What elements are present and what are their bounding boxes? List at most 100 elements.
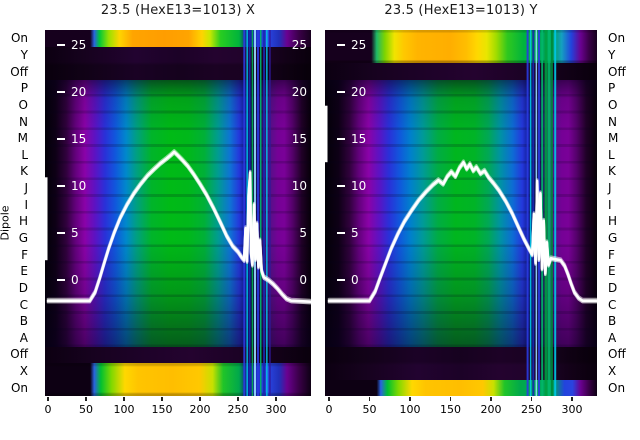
plot-title-y: 23.5 (HexE13=1013) Y <box>384 3 538 18</box>
x-tick-label: 250 <box>227 403 249 416</box>
inner-scale-tick: 20 <box>337 84 366 100</box>
row-label-left: H <box>18 214 28 229</box>
row-label-right: O <box>608 97 618 112</box>
curve-edge-mark <box>325 105 328 163</box>
row-label-left: F <box>21 247 28 262</box>
x-tick-label: 100 <box>113 403 135 416</box>
inner-tick-value: 5 <box>351 225 359 240</box>
artifact-stripe <box>243 30 246 396</box>
artifact-stripe <box>544 30 548 396</box>
row-label-left: M <box>17 131 28 146</box>
inner-scale-tick: 15 <box>337 131 366 147</box>
x-tick-label: 0 <box>325 403 333 416</box>
x-tick-mark <box>530 397 533 401</box>
row-label-left: I <box>24 197 28 212</box>
heatmap-overlay <box>325 30 597 396</box>
inner-tick-mark <box>57 279 65 281</box>
row-label-left: K <box>20 164 28 179</box>
inner-scale-tick: 25 <box>57 37 86 53</box>
inner-scale-tick: 20 <box>57 84 86 100</box>
row-label-right: A <box>608 330 617 345</box>
inner-scale-tick: 25 <box>337 37 366 53</box>
row-label-right: B <box>608 314 617 329</box>
x-tick-label: 50 <box>362 403 377 416</box>
row-label-left: Off <box>10 64 28 79</box>
inner-scale-tick: 15 <box>57 131 86 147</box>
artifact-stripe <box>554 30 557 396</box>
artifact-stripe <box>269 30 271 396</box>
x-tick-mark <box>85 397 87 401</box>
row-label-right: L <box>608 147 615 162</box>
inner-scale-tick-right: 0 <box>299 273 307 287</box>
x-tick-label: 150 <box>440 403 461 416</box>
artifact-stripe <box>541 30 544 396</box>
row-label-right: F <box>608 247 615 262</box>
artifact-stripe <box>547 30 551 396</box>
row-label-left: G <box>18 231 28 245</box>
x-tick-label: 300 <box>265 403 287 416</box>
x-tick-mark <box>123 397 125 401</box>
profile-curve <box>327 159 597 301</box>
row-label-right: Y <box>608 47 616 62</box>
x-tick-mark <box>409 397 411 401</box>
inner-tick-mark <box>337 137 345 140</box>
row-label-left: On <box>10 31 28 46</box>
inner-scale-tick: 0 <box>337 272 359 288</box>
row-label-right: P <box>608 81 616 96</box>
row-label-right: G <box>608 231 618 245</box>
row-label-left: J <box>24 181 28 196</box>
row-label-left: L <box>21 147 28 162</box>
row-label-right: Off <box>608 347 626 362</box>
profile-curve <box>46 149 311 302</box>
row-label-left: X <box>19 364 28 379</box>
artifact-stripe <box>260 30 262 396</box>
row-label-left: C <box>19 297 28 312</box>
row-label-left: Off <box>10 347 28 362</box>
artifact-stripe <box>263 30 266 396</box>
x-tick-label: 150 <box>151 403 173 416</box>
row-label-right: X <box>608 364 617 379</box>
inner-tick-value: 10 <box>71 178 87 193</box>
inner-scale-tick: 10 <box>337 178 366 194</box>
row-label-left: E <box>20 264 28 279</box>
x-axis-right: 0 50 100 150 200 250 300 <box>325 396 597 418</box>
row-label-left: B <box>19 314 28 329</box>
row-label-left: P <box>20 81 28 96</box>
row-label-right: N <box>608 114 617 129</box>
curve-edge-mark <box>45 177 48 261</box>
x-tick-label: 100 <box>399 403 421 416</box>
inner-tick-mark <box>57 137 65 140</box>
inner-tick-mark <box>57 43 65 46</box>
x-tick-mark <box>571 397 573 401</box>
inner-tick-value: 20 <box>71 84 87 99</box>
x-tick-mark <box>47 397 49 401</box>
x-tick-label: 50 <box>79 403 93 416</box>
row-label-left: On <box>10 380 28 395</box>
row-labels-right: On Y Off P O N M L K J I H G F E D C B A Off X On <box>604 30 640 396</box>
inner-tick-mark <box>337 43 345 46</box>
x-tick-mark <box>199 397 201 401</box>
heatmap-x: 25 25 20 20 15 15 10 10 5 5 0 0 <box>45 30 311 396</box>
inner-tick-value: 25 <box>71 37 87 52</box>
inner-tick-value: 20 <box>351 84 367 99</box>
row-label-right: K <box>608 164 616 179</box>
artifact-stripe <box>257 30 259 396</box>
row-labels-left: On Y Off P O N M L K J I H G F E D C B A Off X On <box>0 30 31 396</box>
heatmap-y: 25 20 15 10 5 0 <box>325 30 597 396</box>
x-tick-mark <box>275 397 277 401</box>
x-axis-left: 0 50 100 150 200 250 300 <box>45 396 311 418</box>
inner-scale-tick-right: 20 <box>291 84 307 99</box>
row-label-right: J <box>608 181 612 196</box>
inner-scale-tick: 10 <box>57 178 86 194</box>
inner-tick-value: 25 <box>351 37 367 52</box>
inner-tick-value: 5 <box>71 225 79 240</box>
inner-scale-tick: 5 <box>337 225 359 241</box>
inner-scale-tick: 0 <box>57 272 79 288</box>
inner-tick-mark <box>57 184 65 187</box>
row-label-right: C <box>608 297 617 312</box>
inner-tick-mark <box>57 90 65 93</box>
x-tick-label: 200 <box>189 403 211 416</box>
inner-scale-tick-right: 5 <box>299 225 307 240</box>
x-tick-mark <box>490 397 492 401</box>
